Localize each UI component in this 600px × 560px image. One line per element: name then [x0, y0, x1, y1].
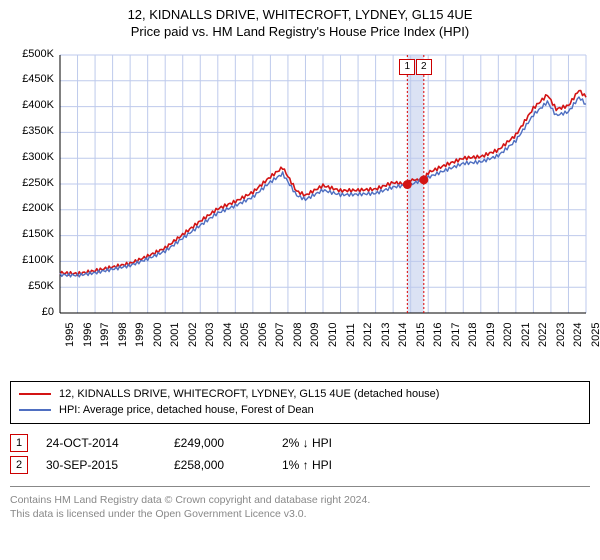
- x-tick-label: 2002: [187, 322, 199, 346]
- sale-price: £249,000: [174, 436, 264, 450]
- y-tick-label: £200K: [10, 202, 54, 214]
- x-tick-label: 2000: [152, 322, 164, 346]
- legend-swatch-hpi: [19, 409, 51, 411]
- footer-line1: Contains HM Land Registry data © Crown c…: [10, 493, 590, 507]
- footer: Contains HM Land Registry data © Crown c…: [10, 486, 590, 521]
- x-tick-label: 2003: [204, 322, 216, 346]
- x-tick-label: 2025: [590, 322, 600, 346]
- x-tick-label: 2010: [327, 322, 339, 346]
- sale-rows: 1 24-OCT-2014 £249,000 2% ↓ HPI 2 30-SEP-2015…: [10, 432, 590, 476]
- x-tick-label: 1997: [99, 322, 111, 346]
- sale-badge: 2: [10, 456, 28, 474]
- y-tick-label: £350K: [10, 125, 54, 137]
- legend: 12, KIDNALLS DRIVE, WHITECROFT, LYDNEY, …: [10, 381, 590, 424]
- x-tick-label: 2022: [537, 322, 549, 346]
- sale-row: 2 30-SEP-2015 £258,000 1% ↑ HPI: [10, 454, 590, 476]
- sale-delta: 1% ↑ HPI: [282, 458, 402, 472]
- sale-row: 1 24-OCT-2014 £249,000 2% ↓ HPI: [10, 432, 590, 454]
- y-tick-label: £450K: [10, 73, 54, 85]
- x-tick-label: 2024: [572, 322, 584, 346]
- x-tick-label: 2011: [345, 323, 357, 347]
- chart-sale-badge: 2: [416, 59, 432, 75]
- x-tick-label: 1999: [134, 322, 146, 346]
- x-tick-label: 1998: [117, 322, 129, 346]
- y-tick-label: £50K: [10, 280, 54, 292]
- x-tick-label: 2018: [467, 322, 479, 346]
- y-tick-label: £100K: [10, 254, 54, 266]
- y-tick-label: £500K: [10, 48, 54, 60]
- x-tick-label: 2023: [555, 322, 567, 346]
- x-tick-label: 2015: [415, 322, 427, 346]
- chart: £0 £50K £100K £150K £200K £250K £300K £350K £400…: [10, 45, 590, 375]
- sale-badge: 1: [10, 434, 28, 452]
- legend-row-hpi: HPI: Average price, detached house, Fore…: [19, 402, 581, 419]
- footer-line2: This data is licensed under the Open Gov…: [10, 507, 590, 521]
- sale-date: 24-OCT-2014: [46, 436, 156, 450]
- sale-date: 30-SEP-2015: [46, 458, 156, 472]
- figure: 12, KIDNALLS DRIVE, WHITECROFT, LYDNEY, …: [0, 0, 600, 529]
- x-tick-label: 2019: [485, 322, 497, 346]
- x-tick-label: 2006: [257, 322, 269, 346]
- legend-label-hpi: HPI: Average price, detached house, Fore…: [59, 402, 314, 419]
- x-tick-label: 2014: [397, 322, 409, 346]
- chart-sale-badge: 1: [399, 59, 415, 75]
- y-tick-label: £400K: [10, 99, 54, 111]
- x-tick-label: 2016: [432, 322, 444, 346]
- x-tick-label: 2007: [274, 322, 286, 346]
- x-tick-label: 2013: [380, 322, 392, 346]
- y-tick-label: £150K: [10, 228, 54, 240]
- legend-row-property: 12, KIDNALLS DRIVE, WHITECROFT, LYDNEY, …: [19, 386, 581, 403]
- legend-swatch-property: [19, 393, 51, 395]
- x-tick-label: 2017: [450, 322, 462, 346]
- y-tick-label: £250K: [10, 177, 54, 189]
- title-line2: Price paid vs. HM Land Registry's House …: [10, 24, 590, 39]
- x-tick-label: 2009: [309, 322, 321, 346]
- x-tick-label: 2001: [169, 322, 181, 346]
- y-tick-label: £300K: [10, 151, 54, 163]
- x-tick-label: 2004: [222, 322, 234, 346]
- x-tick-label: 2021: [520, 322, 532, 346]
- x-tick-label: 2020: [502, 322, 514, 346]
- x-tick-label: 1996: [82, 322, 94, 346]
- legend-label-property: 12, KIDNALLS DRIVE, WHITECROFT, LYDNEY, …: [59, 386, 439, 403]
- y-tick-label: £0: [10, 306, 54, 318]
- x-tick-label: 2008: [292, 322, 304, 346]
- x-tick-label: 1995: [64, 322, 76, 346]
- title-line1: 12, KIDNALLS DRIVE, WHITECROFT, LYDNEY, …: [10, 6, 590, 24]
- sale-delta: 2% ↓ HPI: [282, 436, 402, 450]
- sale-price: £258,000: [174, 458, 264, 472]
- x-tick-label: 2012: [362, 322, 374, 346]
- x-tick-label: 2005: [239, 322, 251, 346]
